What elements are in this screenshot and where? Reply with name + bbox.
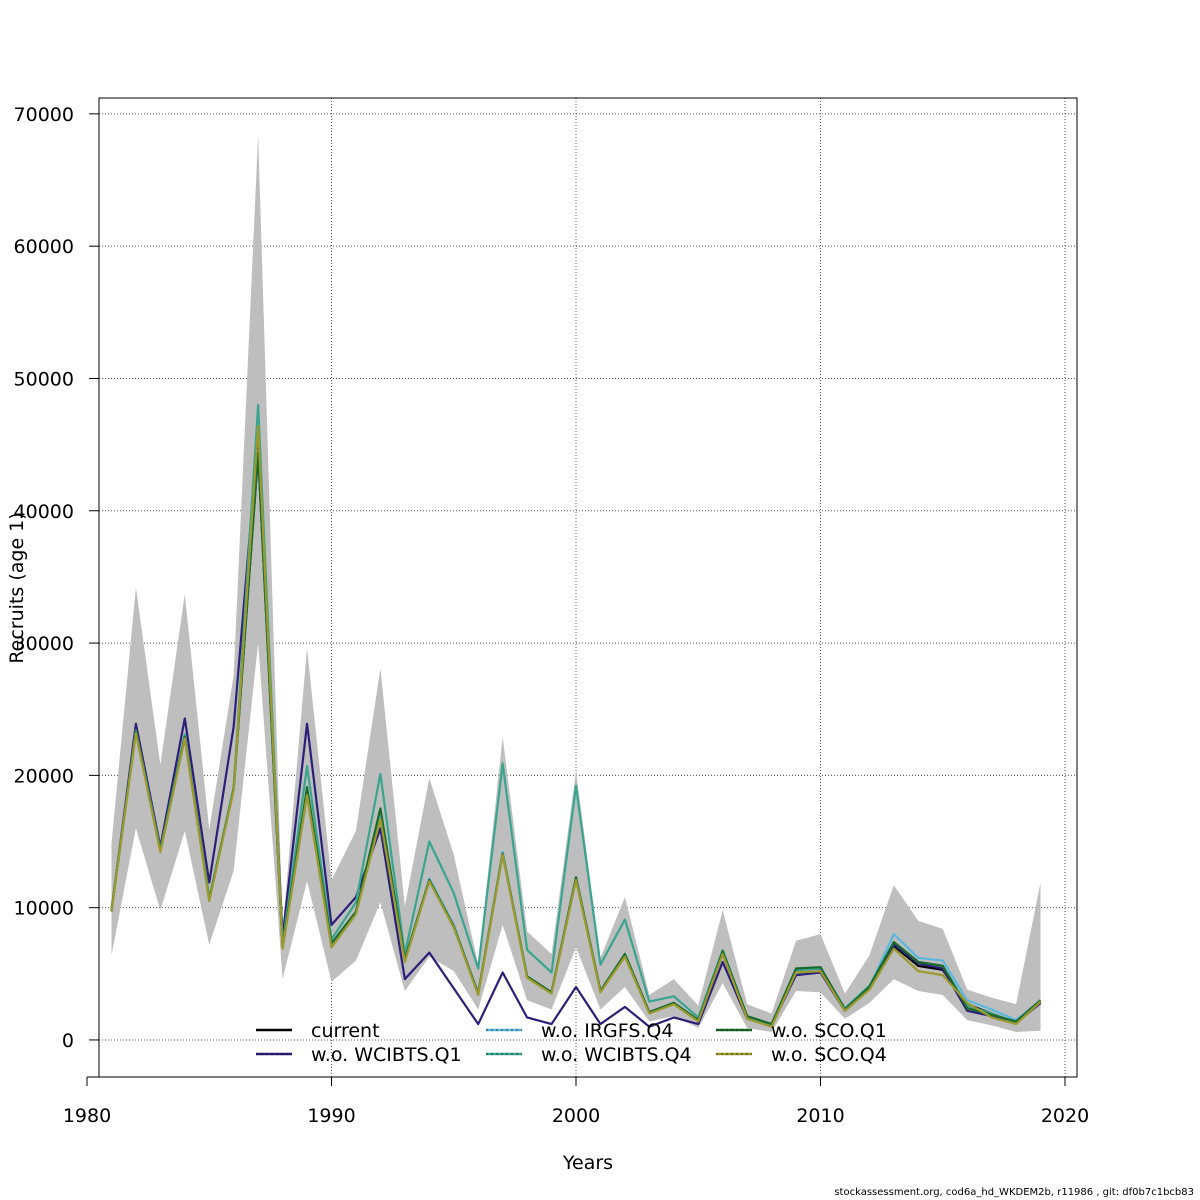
legend-label: w.o. SCO.Q1 — [771, 1020, 887, 1042]
confidence-band-layer — [111, 135, 1041, 1033]
legend-label: w.o. WCIBTS.Q1 — [311, 1044, 462, 1066]
y-tick-label: 50000 — [14, 368, 74, 390]
x-tick-label: 2020 — [1041, 1105, 1089, 1127]
x-tick-label: 1980 — [63, 1105, 111, 1127]
grid — [99, 98, 1077, 1077]
x-axis-title: Years — [562, 1152, 613, 1174]
series-line-5 — [110, 424, 1042, 1028]
x-tick-label: 2000 — [552, 1105, 600, 1127]
y-tick-label: 0 — [62, 1030, 74, 1052]
y-tick-label: 30000 — [14, 633, 74, 655]
y-tick-label: 70000 — [14, 104, 74, 126]
legend-label: w.o. WCIBTS.Q4 — [541, 1044, 692, 1066]
legend-label: current — [311, 1020, 380, 1042]
y-axis-title: Recruits (age 1) — [6, 512, 28, 663]
legend-label: w.o. IRGFS.Q4 — [541, 1020, 673, 1042]
y-tick-label: 10000 — [14, 898, 74, 920]
confidence-band — [111, 135, 1041, 1033]
y-tick-label: 60000 — [14, 236, 74, 258]
y-tick-label: 20000 — [14, 765, 74, 787]
axes: 1980 1990 2000 2010 2020 0 10000 20000 30000 4000… — [14, 97, 1089, 1127]
legend-label: w.o. SCO.Q4 — [771, 1044, 887, 1066]
footer-note: stockassessment.org, cod6a_hd_WKDEM2b, r… — [834, 1187, 1194, 1198]
series-layer — [110, 403, 1042, 1028]
y-tick-label: 40000 — [14, 501, 74, 523]
x-tick-label: 1990 — [307, 1105, 355, 1127]
x-tick-label: 2010 — [796, 1105, 844, 1127]
